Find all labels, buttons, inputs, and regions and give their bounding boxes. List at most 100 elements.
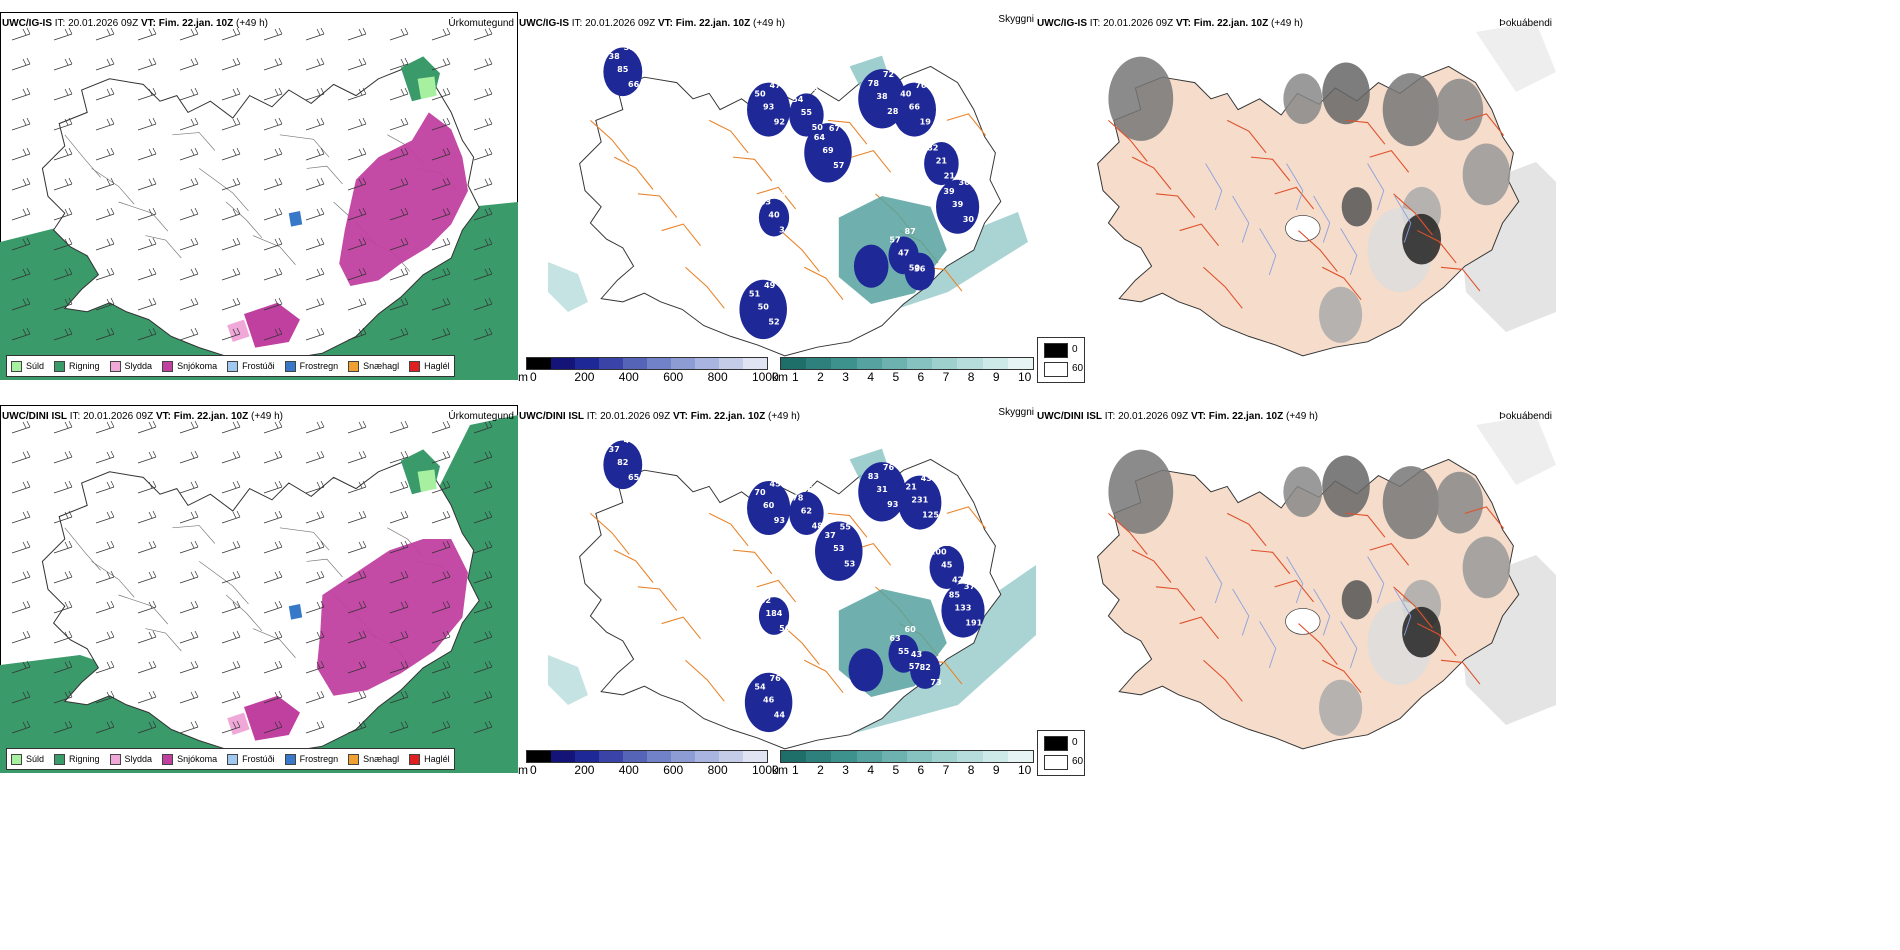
colorbar-unit: km — [772, 763, 788, 777]
wind-barb — [53, 690, 73, 704]
wind-barb — [95, 267, 115, 281]
wind-barb — [347, 480, 367, 494]
wind-barb — [473, 480, 493, 494]
cloud-base-value-label: 214 — [944, 171, 961, 181]
wind-barb — [53, 540, 73, 554]
wind-barb — [473, 117, 493, 131]
it-value: 20.01.2026 09Z — [68, 18, 139, 29]
cloud-base-value-label: 21 — [936, 156, 948, 166]
wind-barb — [53, 660, 73, 674]
cloud-base-value-label: 70 — [754, 487, 766, 497]
wind-barb — [305, 660, 325, 674]
wind-barb — [221, 297, 241, 311]
colorbar — [526, 357, 768, 370]
fog-header-row2: UWC/DINI ISL IT: 20.01.2026 09Z VT: Fim.… — [1037, 411, 1318, 422]
snow-area — [316, 539, 468, 696]
wind-barb — [179, 480, 199, 494]
wind-barb — [305, 207, 325, 221]
road-line — [1393, 193, 1433, 236]
legend-label: Frostúði — [242, 361, 275, 371]
road-line — [637, 193, 678, 218]
wind-barb — [11, 420, 31, 434]
cloud-base-value-label: 56 — [779, 623, 791, 633]
fog-area — [1319, 679, 1363, 736]
wind-barb — [95, 27, 115, 41]
colorbar-tick-label: 6 — [917, 763, 925, 777]
road-line — [64, 134, 101, 178]
road-line — [946, 506, 987, 529]
wind-barb — [263, 237, 283, 251]
wind-barb — [305, 117, 325, 131]
cloud-base-colorbar-row1: m 0 200 400 600 800 1000 — [518, 357, 779, 384]
cloud-base-value-label: 28 — [887, 106, 899, 116]
fog-area — [1322, 455, 1370, 518]
wind-barb — [95, 207, 115, 221]
wind-barb — [221, 690, 241, 704]
colorbar-tick-label: 5 — [892, 370, 900, 384]
colorbar-step — [982, 751, 1008, 762]
colorbar — [526, 750, 768, 763]
model-name: UWC/IG-IS — [1037, 18, 1087, 29]
wind-barb — [11, 177, 31, 191]
road-line — [1155, 193, 1196, 218]
cloud-base-value-label: 85 — [617, 64, 629, 74]
cloudbase-map-row1: 85 66 38 51 93 92 50 47 55 50 54 63 69 57 64 67 38 28 78 72… — [518, 12, 1036, 357]
wind-barb — [95, 297, 115, 311]
wind-barb — [95, 510, 115, 524]
wind-barb — [179, 690, 199, 704]
road-line — [590, 512, 630, 555]
fog-area — [1382, 466, 1439, 540]
colorbar-tick-label: 2 — [817, 763, 824, 777]
wind-barb — [347, 660, 367, 674]
wind-barb — [431, 87, 451, 101]
cloud-header-row1: UWC/IG-IS IT: 20.01.2026 09Z VT: Fim. 22… — [519, 18, 785, 29]
colorbar-step — [647, 358, 671, 369]
road-line — [1298, 230, 1338, 272]
colorbar-tick-label: 9 — [992, 763, 1000, 777]
road-line — [1203, 659, 1243, 702]
wind-barb — [473, 690, 493, 704]
wind-barb — [305, 87, 325, 101]
cloud-base-value-label: 43 — [911, 649, 922, 659]
river-line — [1205, 163, 1223, 211]
legend-swatch — [162, 360, 174, 372]
colorbar-step — [982, 358, 1008, 369]
wind-barb — [389, 450, 409, 464]
wind-barb — [263, 660, 283, 674]
low-cloud-base-area — [941, 583, 985, 638]
colorbar-step — [551, 751, 575, 762]
fog-key-swatch-60 — [1044, 755, 1068, 770]
wind-barb — [305, 570, 325, 584]
fog-map-row1 — [1036, 12, 1556, 357]
fog-area — [1476, 22, 1556, 92]
cloud-base-value-label: 34 — [779, 225, 791, 235]
road-line — [827, 119, 868, 145]
legend-item: Haglél — [409, 360, 450, 372]
colorbar-tick-label: 10 — [1018, 370, 1032, 384]
legend-label: Frostregn — [299, 754, 339, 764]
fog-map-row2 — [1036, 405, 1556, 750]
river-line — [1340, 228, 1358, 275]
wind-barb — [137, 207, 157, 221]
model-name: UWC/DINI ISL — [1037, 411, 1102, 422]
low-cloud-base-area — [929, 545, 965, 589]
wind-barb — [53, 570, 73, 584]
wind-barb — [53, 600, 73, 614]
cloud-base-value-label: 69 — [822, 145, 834, 155]
colorbar-step — [932, 751, 958, 762]
wind-barb — [221, 87, 241, 101]
colorbar-tick-label: 600 — [663, 370, 684, 384]
wind-barb — [179, 600, 199, 614]
colorbar-tick-label: 9 — [992, 370, 1000, 384]
road-line — [1131, 156, 1172, 190]
cloud-base-value-label: 100 — [930, 546, 947, 556]
wind-barb — [263, 27, 283, 41]
fog-area — [1435, 78, 1484, 141]
cloud-base-value-label: 50 — [812, 122, 824, 132]
river-line — [1394, 195, 1412, 243]
iceland-outline — [41, 56, 480, 369]
legend-label: Frostúði — [242, 754, 275, 764]
wind-barb — [95, 690, 115, 704]
cloud-base-colorbar-row2: m 0 200 400 600 800 1000 — [518, 750, 779, 777]
wind-barb — [389, 57, 409, 71]
